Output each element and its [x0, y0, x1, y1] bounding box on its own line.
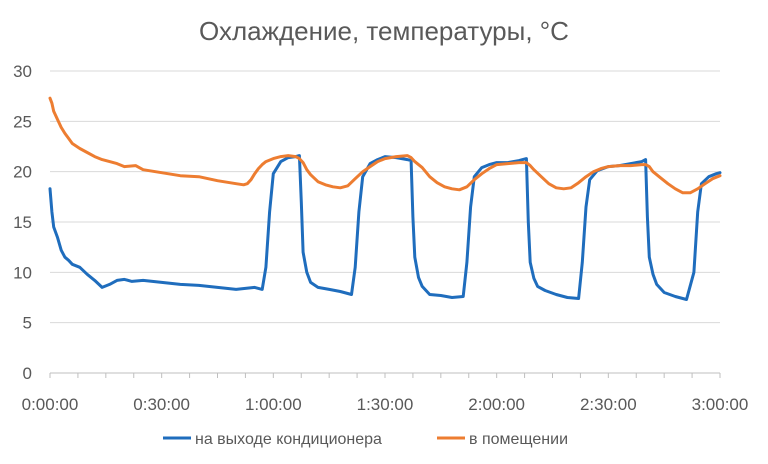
x-tick-label: 3:00:00 [692, 395, 749, 414]
y-tick-label: 0 [23, 364, 32, 383]
y-tick-label: 5 [23, 314, 32, 333]
gridlines [50, 70, 720, 324]
legend-label: в помещении [469, 431, 568, 448]
x-tick-label: 2:00:00 [468, 395, 525, 414]
y-tick-label: 25 [13, 112, 32, 131]
x-tick-label: 1:00:00 [245, 395, 302, 414]
y-tick-label: 10 [13, 263, 32, 282]
x-tick-label: 1:30:00 [357, 395, 414, 414]
axes: 0 5 10 15 20 25 30 0:00:00 0:30:00 1:00:00 1:30:00… [13, 62, 748, 414]
y-tick-label: 30 [13, 62, 32, 81]
x-tick-label: 0:00:00 [22, 395, 79, 414]
x-tick-label: 0:30:00 [133, 395, 190, 414]
chart-title: Охлаждение, температуры, °C [199, 16, 569, 46]
y-tick-label: 15 [13, 213, 32, 232]
y-tick-label: 20 [13, 163, 32, 182]
series-line-1 [48, 154, 722, 301]
series-lines [48, 96, 722, 301]
series-line-2 [48, 96, 722, 195]
legend: на выходе кондиционера в помещении [163, 431, 568, 448]
legend-label: на выходе кондиционера [195, 431, 382, 448]
x-tick-label: 2:30:00 [580, 395, 637, 414]
